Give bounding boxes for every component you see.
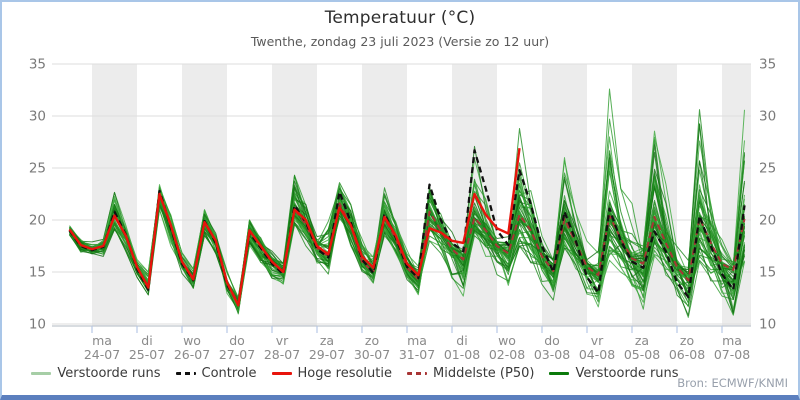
legend-line-swatch: [549, 372, 570, 375]
y-axis-label-right: 30: [759, 109, 776, 125]
y-axis-label-right: 10: [759, 317, 776, 333]
y-axis-label-right: 15: [759, 265, 776, 281]
x-axis-weekday-label: do: [229, 333, 245, 348]
x-axis-weekday-label: vr: [591, 333, 604, 348]
legend-item: Verstoorde runs: [549, 366, 679, 381]
x-axis-date-label: 31-07: [399, 347, 435, 362]
x-axis-date-label: 25-07: [129, 347, 165, 362]
legend-label: Verstoorde runs: [57, 366, 161, 381]
y-axis-label-left: 15: [29, 265, 46, 281]
legend-item: Controle: [175, 366, 257, 381]
legend-dashed-line-swatch: [175, 372, 196, 375]
x-axis-date-label: 29-07: [309, 347, 345, 362]
legend-label: Verstoorde runs: [575, 366, 679, 381]
y-axis-label-right: 35: [759, 57, 776, 73]
day-band: [92, 64, 137, 326]
x-axis-weekday-label: ma: [92, 333, 112, 348]
hires-line: [68, 148, 521, 307]
y-axis-label-left: 25: [29, 161, 46, 177]
x-axis-weekday-label: wo: [498, 333, 516, 348]
x-axis-date-label: 04-08: [579, 347, 615, 362]
x-axis-weekday-label: di: [141, 333, 152, 348]
legend-label: Hoge resolutie: [297, 366, 392, 381]
x-axis-weekday-label: vr: [276, 333, 289, 348]
legend-dashed-line-swatch: [406, 372, 427, 375]
x-axis-date-label: 07-08: [714, 347, 750, 362]
x-axis-weekday-label: za: [320, 333, 334, 348]
x-axis-date-label: 24-07: [84, 347, 120, 362]
x-axis-weekday-label: ma: [407, 333, 427, 348]
x-axis-weekday-label: za: [635, 333, 649, 348]
x-axis-date-label: 26-07: [174, 347, 210, 362]
legend-item: Middelste (P50): [406, 366, 535, 381]
chart-title: Temperatuur (°C): [324, 8, 476, 28]
legend-line-swatch: [271, 372, 292, 375]
legend-item: Verstoorde runs: [31, 366, 161, 381]
legend-label: Middelste (P50): [432, 366, 535, 381]
legend-line-swatch: [31, 372, 52, 375]
x-axis-date-label: 27-07: [219, 347, 255, 362]
x-axis-date-label: 05-08: [624, 347, 660, 362]
chart-legend: Verstoorde runs Controle Hoge resolutie Mid…: [2, 366, 708, 381]
x-axis-date-label: 06-08: [669, 347, 705, 362]
y-axis-label-left: 20: [29, 213, 46, 229]
x-axis-weekday-label: zo: [365, 333, 379, 348]
x-axis-weekday-label: do: [544, 333, 560, 348]
source-credit: Bron: ECMWF/KNMI: [677, 376, 788, 390]
y-axis-label-left: 30: [29, 109, 46, 125]
chart-subtitle: Twenthe, zondag 23 juli 2023 (Versie zo …: [250, 34, 550, 49]
x-axis-weekday-label: ma: [722, 333, 742, 348]
x-axis-date-label: 28-07: [264, 347, 300, 362]
y-axis-label-left: 35: [29, 57, 46, 73]
x-axis-date-label: 02-08: [489, 347, 525, 362]
x-axis-weekday-label: di: [456, 333, 467, 348]
x-axis-weekday-label: zo: [680, 333, 694, 348]
y-axis-label-right: 25: [759, 161, 776, 177]
x-axis-weekday-label: wo: [183, 333, 201, 348]
y-axis-label-right: 20: [759, 213, 776, 229]
legend-item: Hoge resolutie: [271, 366, 392, 381]
x-axis-date-label: 01-08: [444, 347, 480, 362]
y-axis-label-left: 10: [29, 317, 46, 333]
day-band: [542, 64, 587, 326]
x-axis-date-label: 03-08: [534, 347, 570, 362]
legend-label: Controle: [201, 366, 257, 381]
x-axis-date-label: 30-07: [354, 347, 390, 362]
day-band: [182, 64, 227, 326]
